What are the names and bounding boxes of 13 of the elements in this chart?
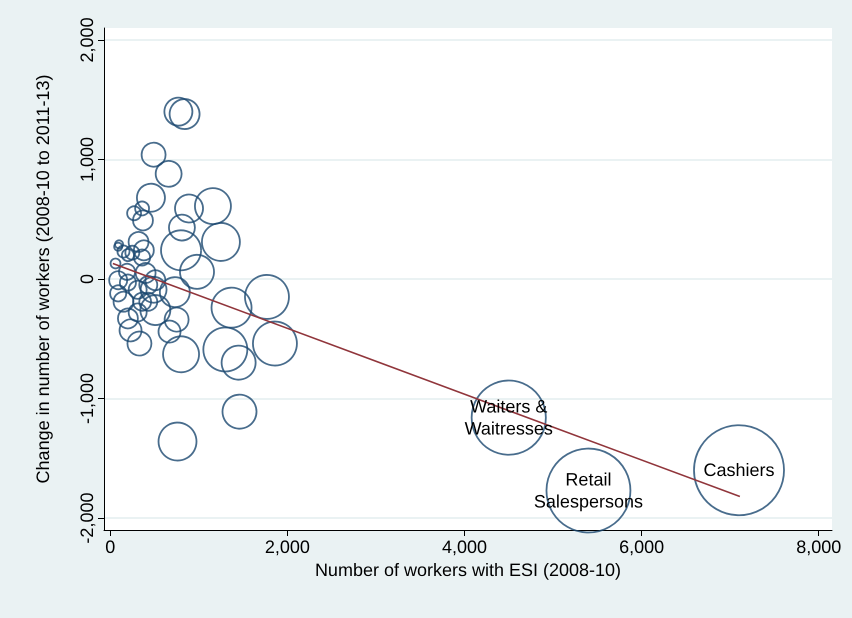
x-tick-label: 6,000 — [619, 537, 664, 557]
x-tick-label: 4,000 — [442, 537, 487, 557]
x-tick-label: 8,000 — [796, 537, 842, 557]
y-tick-label: -2,000 — [77, 492, 97, 544]
x-axis-title: Number of workers with ESI (2008-10) — [314, 560, 622, 580]
y-tick-label: -1,000 — [77, 373, 97, 424]
y-axis-title: Change in number of workers (2008-10 to 2011-13) — [33, 74, 53, 484]
y-tick-label: 2,000 — [77, 17, 97, 62]
x-tick-label: 0 — [105, 537, 116, 557]
y-tick-label: 1,000 — [77, 136, 97, 182]
x-tick-label: 2,000 — [264, 537, 310, 557]
annotation: Cashiers — [703, 460, 775, 480]
y-tick-label: 0 — [77, 274, 97, 284]
